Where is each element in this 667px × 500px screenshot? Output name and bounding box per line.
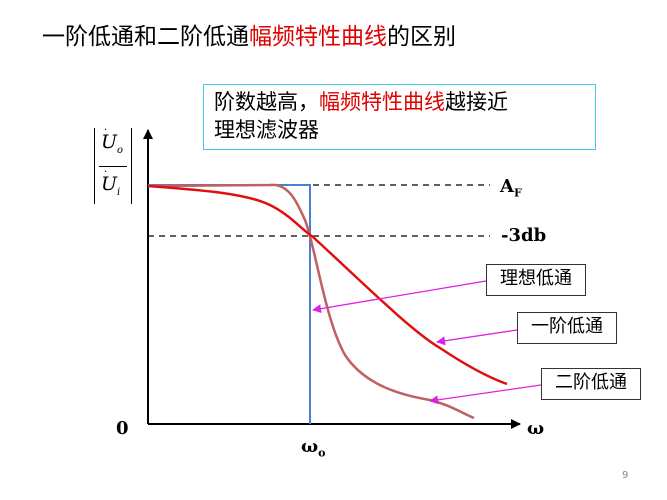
x-axis-label: ω xyxy=(527,418,545,439)
numerator-dot: · xyxy=(104,125,108,136)
origin-label: 0 xyxy=(116,418,129,439)
callout-line1-part1: 阶数越高， xyxy=(214,90,319,114)
y-label-numerator: Uo xyxy=(101,131,124,156)
title-highlight: 幅频特性曲线 xyxy=(249,24,387,50)
cutoff-frequency-label: ωo xyxy=(301,436,326,460)
callout-line1-part2: 越接近 xyxy=(445,90,508,114)
title-part2: 的区别 xyxy=(387,24,456,50)
title-part1: 一阶低通和二阶低通 xyxy=(42,24,249,50)
first-order-lowpass-label: 一阶低通 xyxy=(517,312,617,344)
first-order-pointer-arrow xyxy=(436,329,518,346)
ideal-pointer-arrow xyxy=(312,280,487,314)
callout-box: 阶数越高，幅频特性曲线越接近 理想滤波器 xyxy=(203,84,596,150)
y-label-denominator: Ui xyxy=(101,173,121,198)
denominator-dot: · xyxy=(104,167,108,178)
af-label: AF xyxy=(500,176,522,200)
callout-line1-highlight: 幅频特性曲线 xyxy=(319,90,445,114)
minus3db-label: -3db xyxy=(501,225,547,246)
callout-line1: 阶数越高，幅频特性曲线越接近 xyxy=(214,88,585,116)
slide-title: 一阶低通和二阶低通幅频特性曲线的区别 xyxy=(42,24,456,52)
callout-line2: 理想滤波器 xyxy=(214,118,319,142)
fraction-line xyxy=(99,166,127,167)
abs-bar-left xyxy=(94,128,95,204)
y-axis-label: · Uo · Ui xyxy=(94,125,132,204)
ideal-lowpass-label: 理想低通 xyxy=(486,264,586,296)
second-order-pointer-arrow xyxy=(429,384,542,405)
first-order-curve xyxy=(147,184,508,386)
page-number: 9 xyxy=(622,470,629,481)
ideal-lowpass-curve xyxy=(148,184,311,424)
second-order-lowpass-label: 二阶低通 xyxy=(541,368,641,400)
abs-bar-right xyxy=(131,128,132,204)
